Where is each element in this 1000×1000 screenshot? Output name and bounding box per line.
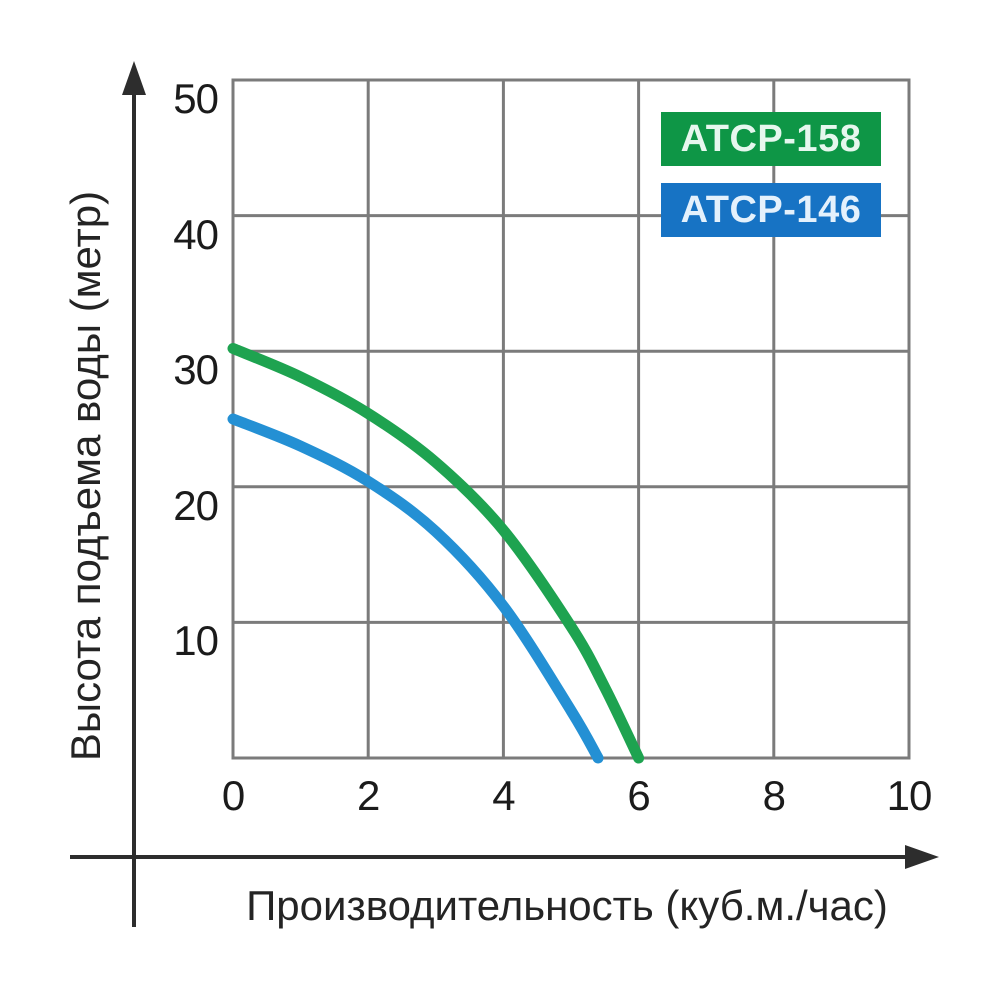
x-tick-label-10: 10	[886, 772, 933, 819]
legend-item-atcp-158: ATCP-158	[661, 112, 881, 166]
x-tick-label-2: 2	[357, 772, 380, 819]
y-tick-label-10: 10	[173, 617, 219, 665]
chart-legend: ATCP-158 ATCP-146	[661, 112, 881, 237]
curve-atcp-146	[227, 413, 604, 764]
y-axis-title: Высота подъема воды (метр)	[62, 190, 109, 762]
curve-atcp-158	[227, 342, 645, 764]
x-tick-label-8: 8	[762, 772, 786, 819]
x-axis-title: Производительность (куб.м./час)	[246, 882, 888, 929]
x-tick-label-0: 0	[221, 772, 245, 819]
legend-item-atcp-146: ATCP-146	[661, 183, 881, 237]
y-tick-label-40: 40	[173, 210, 219, 258]
x-axis-arrowhead-icon	[905, 845, 939, 869]
y-tick-label-30: 30	[173, 346, 219, 394]
x-tick-label-4: 4	[492, 772, 515, 819]
y-tick-label-50: 50	[173, 75, 219, 122]
y-axis-arrowhead-icon	[122, 61, 146, 95]
x-tick-label-6: 6	[627, 772, 650, 819]
y-tick-label-20: 20	[173, 481, 219, 529]
